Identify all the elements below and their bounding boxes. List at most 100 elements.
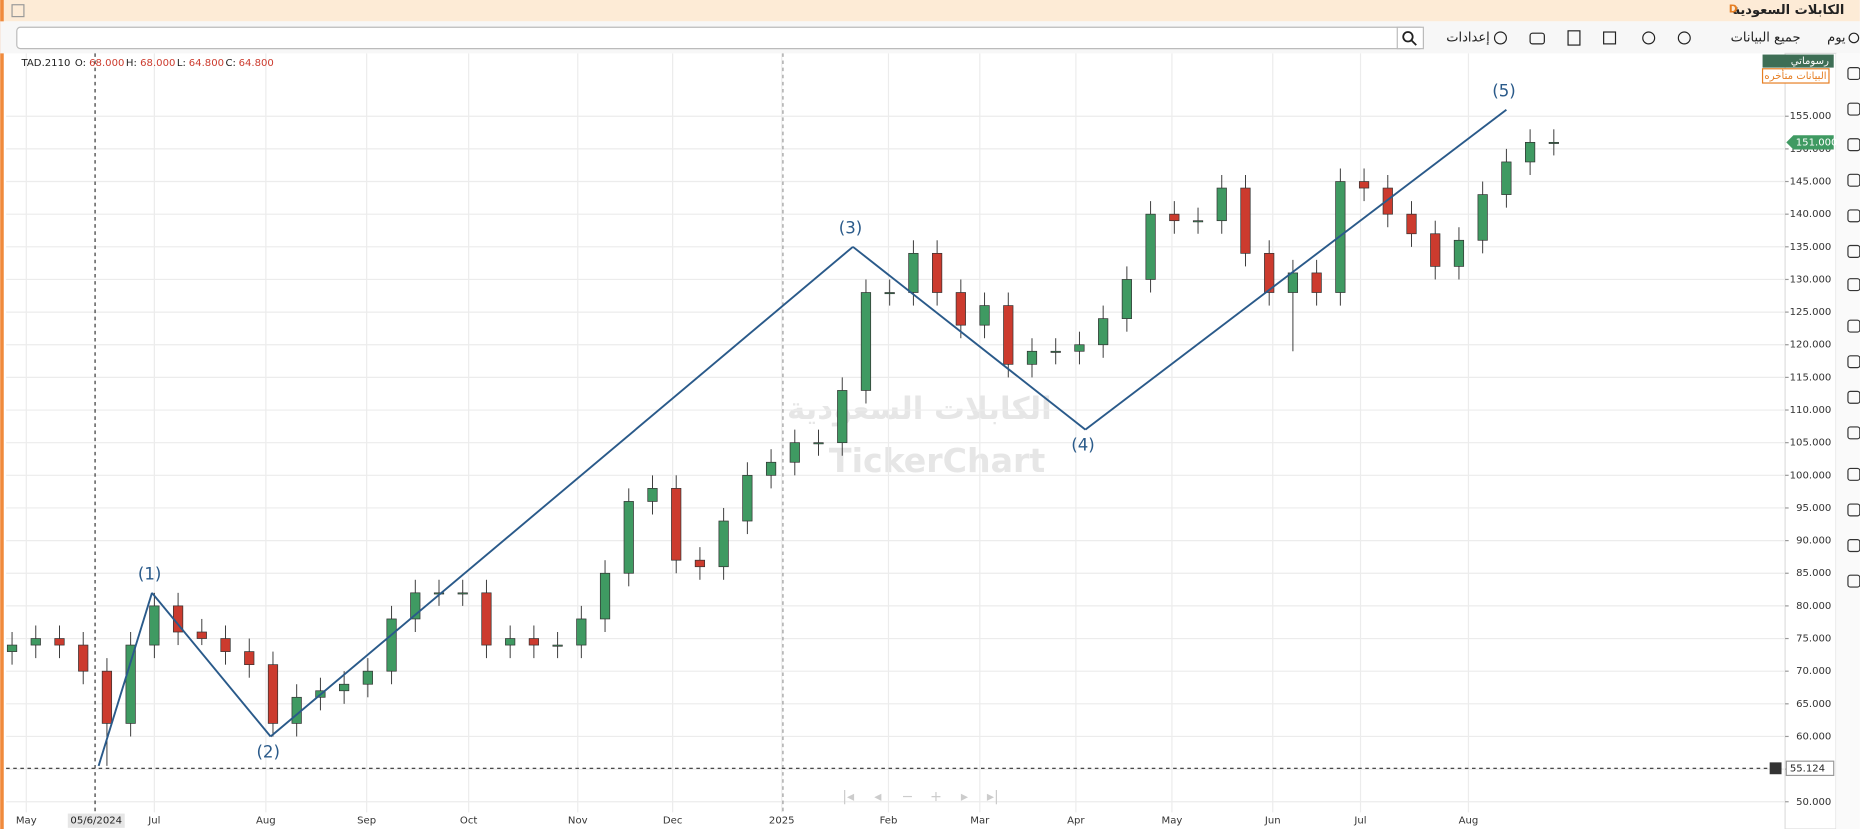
drawings-text: رسوماتي bbox=[1791, 56, 1829, 67]
x-tick-label: Jul bbox=[1353, 816, 1366, 827]
high-label: H: bbox=[126, 58, 137, 69]
drawings-badge[interactable] bbox=[1762, 54, 1834, 68]
candles bbox=[6, 129, 1559, 766]
y-tick-label: 115.000 bbox=[1790, 372, 1832, 383]
candle-body bbox=[481, 592, 492, 646]
nav-last[interactable]: ▸| bbox=[987, 789, 999, 805]
candle-body bbox=[955, 292, 966, 326]
price-axis bbox=[1784, 52, 1837, 829]
x-tick-label: Oct bbox=[460, 816, 477, 827]
candle-body bbox=[742, 474, 753, 522]
candle-body bbox=[1003, 305, 1014, 365]
candle-body bbox=[1501, 161, 1512, 195]
search-icon bbox=[1410, 39, 1417, 46]
candle-body bbox=[1026, 350, 1038, 365]
nav-first[interactable]: |◂ bbox=[842, 789, 855, 805]
search-box[interactable] bbox=[16, 26, 1424, 50]
candle-button[interactable] bbox=[1567, 30, 1581, 46]
candle-body bbox=[30, 638, 41, 646]
chart-type-button[interactable] bbox=[1603, 31, 1617, 45]
candle-body bbox=[528, 638, 539, 646]
candle-body bbox=[196, 631, 207, 639]
overlay: (1) (2) (3) (4) (5) 55.124 05/6/2024 151.000 bbox=[6, 53, 1837, 828]
watermark-brand: TickerChart bbox=[829, 441, 1045, 480]
candle-body bbox=[1477, 194, 1488, 241]
candle-body bbox=[694, 559, 706, 568]
x-tick-label: Nov bbox=[568, 816, 588, 827]
close-label: C: bbox=[226, 58, 236, 69]
nav-prev[interactable]: ◂ bbox=[874, 789, 882, 805]
range-button[interactable]: جميع البيانات bbox=[1731, 30, 1801, 45]
candle-body bbox=[623, 501, 634, 574]
candle-body bbox=[1074, 344, 1085, 352]
indicator-button[interactable] bbox=[1677, 31, 1691, 45]
nav-controls: |◂ ◂ − + ▸ ▸| bbox=[842, 789, 999, 805]
candle-body bbox=[386, 618, 397, 672]
crosshair-plus bbox=[1769, 762, 1782, 775]
nav-zoom-in[interactable]: + bbox=[930, 789, 942, 805]
y-tick-label: 70.000 bbox=[1796, 666, 1831, 677]
period-button[interactable]: يوم bbox=[1827, 30, 1846, 45]
wave-label: (2) bbox=[256, 743, 280, 762]
candle-body bbox=[884, 292, 895, 295]
plot-area bbox=[6, 53, 1786, 829]
y-tick-label: 120.000 bbox=[1790, 340, 1832, 351]
ohlc-legend: TAD.2110 O: 68.000 H: 68.000 L: 64.800 C… bbox=[21, 58, 274, 69]
camera-button[interactable] bbox=[1529, 32, 1545, 45]
last-price-box bbox=[1786, 135, 1834, 150]
candle-body bbox=[410, 592, 421, 620]
candle-body bbox=[1121, 279, 1132, 319]
wave-line bbox=[269, 246, 854, 738]
candle-body bbox=[267, 664, 279, 724]
x-tick-label: Mar bbox=[970, 816, 990, 827]
nav-zoom-out[interactable]: − bbox=[902, 789, 914, 805]
candle-body bbox=[1525, 141, 1536, 163]
y-tick-label: 140.000 bbox=[1790, 209, 1832, 220]
wave-line bbox=[97, 592, 153, 767]
x-tick-label: Feb bbox=[880, 816, 898, 827]
window-icon[interactable] bbox=[11, 4, 25, 18]
y-tick-label: 105.000 bbox=[1790, 438, 1832, 449]
candle-body bbox=[552, 644, 563, 647]
x-tick-label: Sep bbox=[357, 816, 376, 827]
crosshair-date-box bbox=[67, 813, 125, 828]
crosshair-price: 55.124 bbox=[1790, 763, 1825, 774]
window-badge: D bbox=[1729, 2, 1738, 15]
x-tick-label: May bbox=[1162, 816, 1183, 827]
candle-body bbox=[1216, 187, 1227, 222]
settings-button[interactable]: إعدادات bbox=[1446, 30, 1490, 45]
nav-next[interactable]: ▸ bbox=[961, 789, 969, 805]
candle-body bbox=[1050, 350, 1061, 353]
wave-label: (3) bbox=[839, 219, 863, 238]
candle-body bbox=[1098, 318, 1109, 346]
high-value: 68.000 bbox=[140, 58, 175, 69]
y-tick-label: 90.000 bbox=[1796, 536, 1831, 547]
candle-body bbox=[837, 390, 848, 444]
candle-body bbox=[908, 252, 919, 293]
y-tick-label: 155.000 bbox=[1790, 111, 1832, 122]
search-button[interactable] bbox=[1396, 26, 1424, 50]
auto-button[interactable] bbox=[1642, 31, 1656, 45]
x-tick-label: Aug bbox=[256, 816, 276, 827]
candle-body bbox=[671, 488, 682, 561]
open-value: 68.000 bbox=[89, 58, 124, 69]
low-label: L: bbox=[177, 58, 186, 69]
x-tick-label: Dec bbox=[663, 816, 683, 827]
y-tick-label: 100.000 bbox=[1790, 470, 1832, 481]
candle-body bbox=[101, 670, 113, 724]
title-bar bbox=[0, 0, 1860, 22]
y-tick-label: 110.000 bbox=[1790, 405, 1832, 416]
low-value: 64.800 bbox=[189, 58, 224, 69]
candle-body bbox=[6, 644, 18, 652]
clock-icon bbox=[1848, 32, 1860, 44]
candle-body bbox=[1382, 187, 1393, 215]
wave-line bbox=[852, 246, 1086, 431]
y-tick-label: 80.000 bbox=[1796, 601, 1831, 612]
candle-body bbox=[1406, 213, 1417, 235]
search-icon bbox=[1402, 31, 1414, 43]
candle-body bbox=[244, 651, 255, 666]
settings-icon bbox=[1493, 31, 1507, 45]
x-tick-label: Apr bbox=[1067, 816, 1085, 827]
window-border bbox=[0, 0, 4, 829]
open-label: O: bbox=[75, 58, 86, 69]
